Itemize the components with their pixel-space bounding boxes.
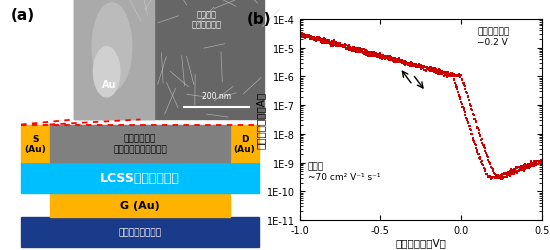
Bar bbox=[21, 217, 258, 248]
Text: 高純度半導体
カーボンナノチューブ: 高純度半導体 カーボンナノチューブ bbox=[113, 134, 167, 154]
Bar bbox=[21, 162, 258, 193]
Bar bbox=[21, 125, 50, 162]
Y-axis label: ドレイン電流（A）: ドレイン電流（A） bbox=[256, 92, 266, 148]
Text: (b): (b) bbox=[246, 12, 271, 27]
Text: (a): (a) bbox=[10, 8, 35, 22]
Text: D
(Au): D (Au) bbox=[234, 134, 255, 154]
Text: G (Au): G (Au) bbox=[120, 200, 160, 210]
Bar bbox=[50, 125, 230, 162]
Text: LCSSゲート絶縁層: LCSSゲート絶縁層 bbox=[100, 171, 180, 184]
Text: 200 nm: 200 nm bbox=[202, 92, 231, 100]
Bar bbox=[74, 0, 264, 120]
Ellipse shape bbox=[92, 4, 132, 91]
Text: 移動度
~70 cm² V⁻¹ s⁻¹: 移動度 ~70 cm² V⁻¹ s⁻¹ bbox=[308, 162, 380, 181]
Text: カーボン
ナノチューブ: カーボン ナノチューブ bbox=[192, 10, 222, 29]
Bar bbox=[74, 0, 154, 120]
Bar bbox=[50, 193, 230, 217]
Bar bbox=[230, 125, 258, 162]
X-axis label: ゲート電圧（V）: ゲート電圧（V） bbox=[395, 238, 446, 248]
Text: Au: Au bbox=[102, 80, 117, 90]
Text: ドレイン電圧
−0.2 V: ドレイン電圧 −0.2 V bbox=[477, 28, 509, 47]
Ellipse shape bbox=[94, 48, 120, 98]
Text: プラスチック基板: プラスチック基板 bbox=[118, 228, 161, 237]
Text: S
(Au): S (Au) bbox=[25, 134, 46, 154]
